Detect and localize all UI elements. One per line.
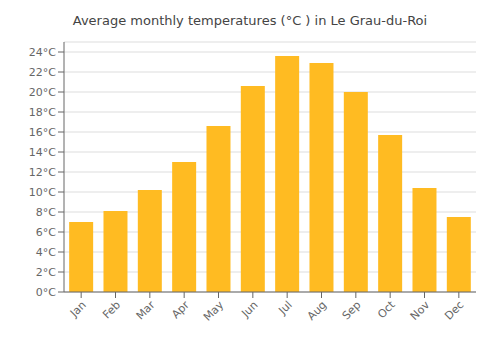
svg-text:Dec: Dec bbox=[442, 298, 466, 322]
svg-text:8°C: 8°C bbox=[36, 206, 56, 219]
html-text:Average monthly temperatures (: Average monthly temperatures (°C ) in Le… bbox=[72, 13, 428, 28]
svg-text:0°C: 0°C bbox=[36, 286, 56, 299]
svg-text:4°C: 4°C bbox=[36, 246, 56, 259]
svg-text:2°C: 2°C bbox=[36, 266, 56, 279]
svg-text:Mar: Mar bbox=[134, 298, 158, 322]
svg-text:May: May bbox=[201, 298, 227, 324]
svg-text:14°C: 14°C bbox=[29, 146, 56, 159]
svg-text:20°C: 20°C bbox=[29, 86, 56, 99]
svg-text:6°C: 6°C bbox=[36, 226, 56, 239]
svg-text:Nov: Nov bbox=[408, 298, 433, 323]
svg-text:Jun: Jun bbox=[238, 298, 260, 320]
svg-text:10°C: 10°C bbox=[29, 186, 56, 199]
svg-text:Sep: Sep bbox=[340, 298, 364, 322]
svg-text:16°C: 16°C bbox=[29, 126, 56, 139]
svg-text:Jul: Jul bbox=[276, 298, 295, 317]
svg-text:Aug: Aug bbox=[305, 298, 329, 322]
svg-text:18°C: 18°C bbox=[29, 106, 56, 119]
svg-text:12°C: 12°C bbox=[29, 166, 56, 179]
svg-text:24°C: 24°C bbox=[29, 46, 56, 59]
svg-text:Apr: Apr bbox=[169, 298, 192, 321]
svg-text:Oct: Oct bbox=[375, 298, 398, 321]
svg-text:Feb: Feb bbox=[100, 298, 123, 321]
svg-text:Jan: Jan bbox=[67, 298, 89, 320]
svg-text:22°C: 22°C bbox=[29, 66, 56, 79]
